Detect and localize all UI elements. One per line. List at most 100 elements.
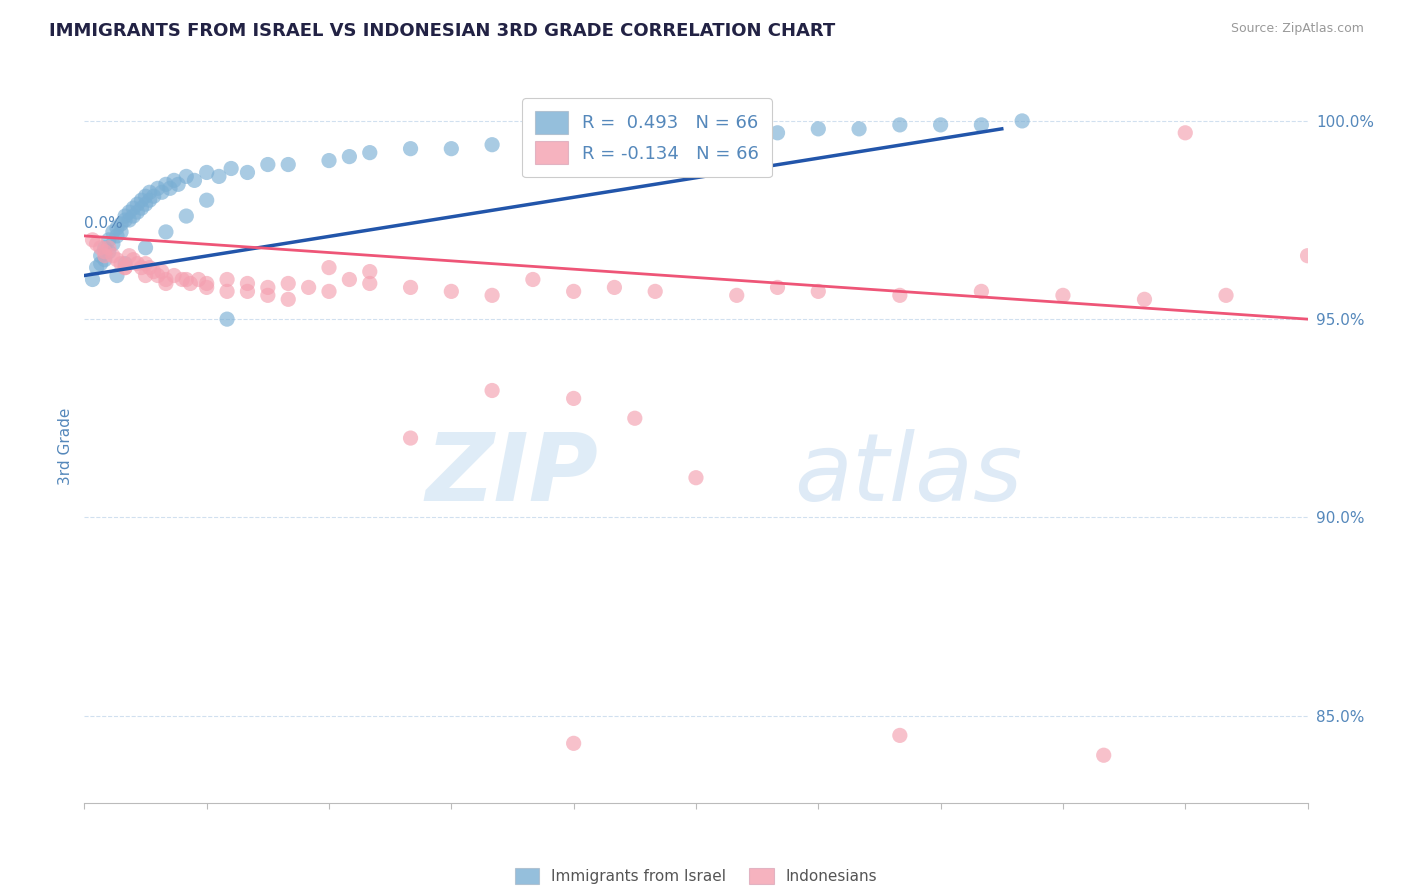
Point xyxy=(219,161,242,176)
Point xyxy=(163,173,186,187)
Point xyxy=(481,137,503,152)
Point xyxy=(82,233,104,247)
Point xyxy=(889,728,911,742)
Point xyxy=(766,126,789,140)
Point xyxy=(138,193,160,207)
Point xyxy=(146,181,169,195)
Point xyxy=(97,241,120,255)
Point xyxy=(86,236,108,251)
Point xyxy=(122,252,145,267)
Point xyxy=(187,272,209,286)
Text: ZIP: ZIP xyxy=(425,428,598,521)
Point xyxy=(155,272,177,286)
Text: IMMIGRANTS FROM ISRAEL VS INDONESIAN 3RD GRADE CORRELATION CHART: IMMIGRANTS FROM ISRAEL VS INDONESIAN 3RD… xyxy=(49,22,835,40)
Point xyxy=(150,186,173,200)
Point xyxy=(118,213,141,227)
Point xyxy=(562,285,585,299)
Point xyxy=(807,285,830,299)
Point xyxy=(90,241,112,255)
Point xyxy=(114,260,136,275)
Point xyxy=(183,173,205,187)
Point xyxy=(97,233,120,247)
Point xyxy=(257,288,280,302)
Point xyxy=(150,264,173,278)
Point xyxy=(110,217,132,231)
Point xyxy=(135,241,157,255)
Point xyxy=(562,736,585,750)
Point xyxy=(889,288,911,302)
Point xyxy=(118,249,141,263)
Point xyxy=(522,272,544,286)
Point xyxy=(236,165,259,179)
Point xyxy=(174,169,197,184)
Point xyxy=(135,257,157,271)
Point xyxy=(929,118,952,132)
Point xyxy=(105,252,128,267)
Point xyxy=(93,244,115,259)
Point xyxy=(131,201,153,215)
Point xyxy=(562,392,585,406)
Point xyxy=(440,142,463,156)
Point xyxy=(195,277,218,291)
Point xyxy=(135,197,157,211)
Point xyxy=(101,236,124,251)
Point xyxy=(725,288,748,302)
Point xyxy=(155,178,177,192)
Point xyxy=(359,145,381,160)
Point xyxy=(146,268,169,283)
Point xyxy=(298,280,321,294)
Point xyxy=(155,277,177,291)
Point xyxy=(399,142,422,156)
Point xyxy=(135,189,157,203)
Point xyxy=(1174,126,1197,140)
Point xyxy=(118,205,141,219)
Point xyxy=(217,272,239,286)
Point xyxy=(127,205,149,219)
Point xyxy=(110,225,132,239)
Point xyxy=(970,118,993,132)
Point xyxy=(481,384,503,398)
Point xyxy=(1296,249,1319,263)
Point xyxy=(142,189,165,203)
Legend: Immigrants from Israel, Indonesians: Immigrants from Israel, Indonesians xyxy=(508,861,884,892)
Point xyxy=(97,244,120,259)
Point xyxy=(179,277,201,291)
Point xyxy=(122,209,145,223)
Point xyxy=(970,285,993,299)
Point xyxy=(399,280,422,294)
Point xyxy=(1092,748,1115,763)
Point xyxy=(174,272,197,286)
Point xyxy=(257,157,280,171)
Point xyxy=(195,165,218,179)
Point xyxy=(644,129,666,144)
Point xyxy=(318,260,340,275)
Point xyxy=(127,257,149,271)
Point xyxy=(172,272,194,286)
Point xyxy=(236,277,259,291)
Point xyxy=(208,169,231,184)
Point xyxy=(90,249,112,263)
Point xyxy=(131,193,153,207)
Point xyxy=(217,312,239,326)
Point xyxy=(122,201,145,215)
Point xyxy=(105,221,128,235)
Point xyxy=(155,225,177,239)
Point xyxy=(277,277,299,291)
Point xyxy=(101,249,124,263)
Point xyxy=(86,260,108,275)
Point xyxy=(318,285,340,299)
Point xyxy=(257,280,280,294)
Point xyxy=(1052,288,1074,302)
Point xyxy=(277,293,299,307)
Point xyxy=(685,129,707,144)
Point xyxy=(142,264,165,278)
Point xyxy=(217,285,239,299)
Point xyxy=(339,272,360,286)
Point xyxy=(127,197,149,211)
Text: atlas: atlas xyxy=(794,429,1022,520)
Y-axis label: 3rd Grade: 3rd Grade xyxy=(58,408,73,484)
Point xyxy=(318,153,340,168)
Point xyxy=(277,157,299,171)
Point xyxy=(114,257,136,271)
Point xyxy=(236,285,259,299)
